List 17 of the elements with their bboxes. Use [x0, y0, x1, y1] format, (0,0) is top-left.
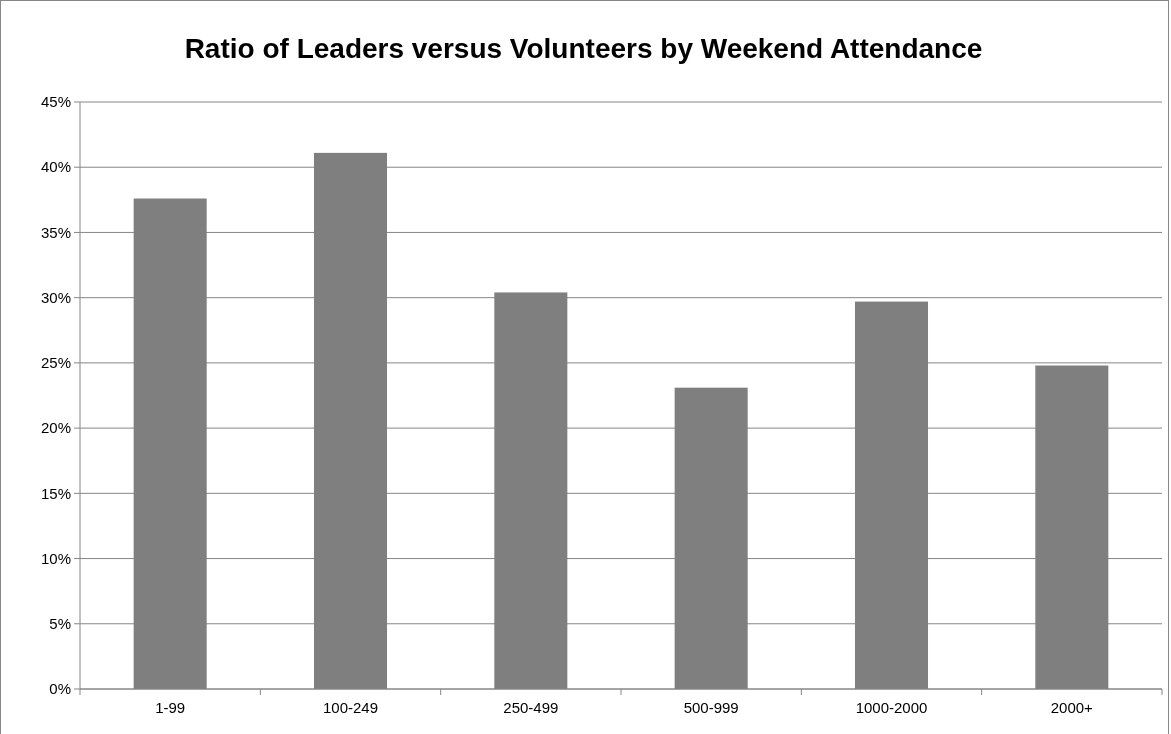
y-tick-label: 45%: [40, 93, 71, 111]
x-tick-label: 100-249: [322, 699, 379, 716]
y-tick-label: 30%: [40, 288, 71, 306]
y-tick-label: 5%: [49, 615, 71, 633]
x-tick-label: 2000+: [1050, 699, 1094, 716]
y-tick-label: 0%: [49, 680, 71, 698]
x-tick-label: 1-99: [155, 699, 186, 716]
x-tick-label: 250-499: [503, 699, 559, 716]
y-tick-label: 35%: [40, 223, 71, 241]
y-tick-label: 10%: [40, 549, 71, 567]
y-tick-label: 40%: [40, 158, 71, 176]
y-tick-label: 20%: [40, 419, 71, 437]
chart-title: Ratio of Leaders versus Volunteers by Weekend Attendance: [184, 33, 983, 64]
x-tick-label: 500-999: [683, 699, 739, 716]
y-tick-label: 25%: [40, 354, 71, 372]
y-tick-label: 15%: [40, 484, 71, 502]
x-tick-label: 1000-2000: [855, 699, 928, 716]
